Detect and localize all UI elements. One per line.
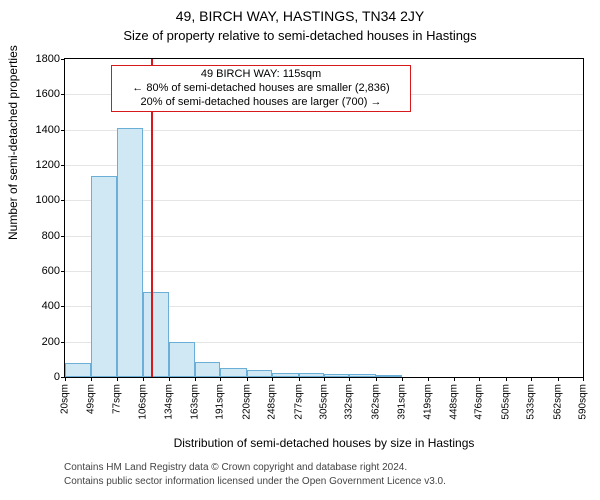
chart-subtitle: Size of property relative to semi-detach… — [0, 28, 600, 43]
y-tick — [61, 94, 65, 95]
x-tick — [272, 377, 273, 381]
x-tick — [143, 377, 144, 381]
x-tick-label: 191sqm — [215, 384, 226, 420]
histogram-bar — [376, 375, 402, 377]
x-tick — [454, 377, 455, 381]
y-tick — [61, 236, 65, 237]
y-tick — [61, 59, 65, 60]
x-tick-label: 20sqm — [60, 384, 71, 414]
x-tick — [117, 377, 118, 381]
x-tick-label: 163sqm — [189, 384, 200, 420]
histogram-bar — [220, 368, 246, 377]
annotation-line-3: 20% of semi-detached houses are larger (… — [116, 96, 406, 110]
y-tick-label: 600 — [24, 265, 60, 277]
histogram-bar — [272, 373, 298, 377]
x-tick — [349, 377, 350, 381]
annotation-box: 49 BIRCH WAY: 115sqm← 80% of semi-detach… — [111, 65, 411, 112]
annotation-line-2: ← 80% of semi-detached houses are smalle… — [116, 82, 406, 96]
histogram-bar — [195, 362, 220, 377]
chart-container: 49, BIRCH WAY, HASTINGS, TN34 2JY Size o… — [0, 0, 600, 500]
x-tick-label: 505sqm — [500, 384, 511, 420]
histogram-bar — [117, 128, 143, 377]
x-tick-label: 77sqm — [111, 384, 122, 414]
x-tick — [479, 377, 480, 381]
x-tick-label: 562sqm — [552, 384, 563, 420]
y-tick — [61, 130, 65, 131]
x-tick — [299, 377, 300, 381]
x-tick — [91, 377, 92, 381]
chart-title: 49, BIRCH WAY, HASTINGS, TN34 2JY — [0, 8, 600, 24]
x-tick — [531, 377, 532, 381]
x-tick-label: 134sqm — [163, 384, 174, 420]
footnote-2: Contains public sector information licen… — [64, 476, 584, 487]
x-tick-label: 419sqm — [422, 384, 433, 420]
y-tick-label: 1600 — [24, 88, 60, 100]
x-tick-label: 220sqm — [241, 384, 252, 420]
histogram-bar — [169, 342, 195, 377]
plot-area: 49 BIRCH WAY: 115sqm← 80% of semi-detach… — [64, 58, 584, 378]
histogram-bar — [143, 292, 168, 377]
x-tick-label: 362sqm — [370, 384, 381, 420]
y-tick-label: 1000 — [24, 194, 60, 206]
y-tick — [61, 165, 65, 166]
x-tick — [506, 377, 507, 381]
histogram-bar — [349, 374, 376, 377]
y-axis-label: Number of semi-detached properties — [6, 45, 20, 240]
histogram-bar — [65, 363, 91, 377]
x-tick — [65, 377, 66, 381]
x-tick — [558, 377, 559, 381]
x-tick — [376, 377, 377, 381]
y-tick-label: 800 — [24, 230, 60, 242]
y-tick — [61, 271, 65, 272]
x-tick-label: 391sqm — [397, 384, 408, 420]
histogram-bar — [247, 370, 272, 377]
x-tick — [220, 377, 221, 381]
annotation-line-1: 49 BIRCH WAY: 115sqm — [116, 68, 406, 82]
y-tick-label: 1800 — [24, 53, 60, 65]
x-tick — [169, 377, 170, 381]
x-tick-label: 533sqm — [526, 384, 537, 420]
y-tick-label: 1200 — [24, 159, 60, 171]
x-tick — [324, 377, 325, 381]
x-tick-label: 448sqm — [448, 384, 459, 420]
footnote-1: Contains HM Land Registry data © Crown c… — [64, 462, 584, 473]
y-tick — [61, 200, 65, 201]
x-tick — [402, 377, 403, 381]
x-tick — [583, 377, 584, 381]
x-tick — [247, 377, 248, 381]
x-axis-label: Distribution of semi-detached houses by … — [64, 436, 584, 450]
x-tick-label: 476sqm — [474, 384, 485, 420]
x-tick — [428, 377, 429, 381]
x-tick-label: 590sqm — [578, 384, 589, 420]
histogram-bar — [299, 373, 324, 377]
y-tick — [61, 342, 65, 343]
x-tick-label: 277sqm — [293, 384, 304, 420]
y-tick-label: 200 — [24, 336, 60, 348]
y-tick — [61, 306, 65, 307]
x-tick-label: 106sqm — [138, 384, 149, 420]
y-tick-label: 0 — [24, 371, 60, 383]
x-tick-label: 49sqm — [86, 384, 97, 414]
y-tick-label: 1400 — [24, 124, 60, 136]
y-tick-label: 400 — [24, 300, 60, 312]
x-tick-label: 248sqm — [267, 384, 278, 420]
x-tick — [195, 377, 196, 381]
histogram-bar — [324, 374, 349, 377]
histogram-bar — [91, 176, 116, 377]
x-tick-label: 332sqm — [343, 384, 354, 420]
x-tick-label: 305sqm — [319, 384, 330, 420]
